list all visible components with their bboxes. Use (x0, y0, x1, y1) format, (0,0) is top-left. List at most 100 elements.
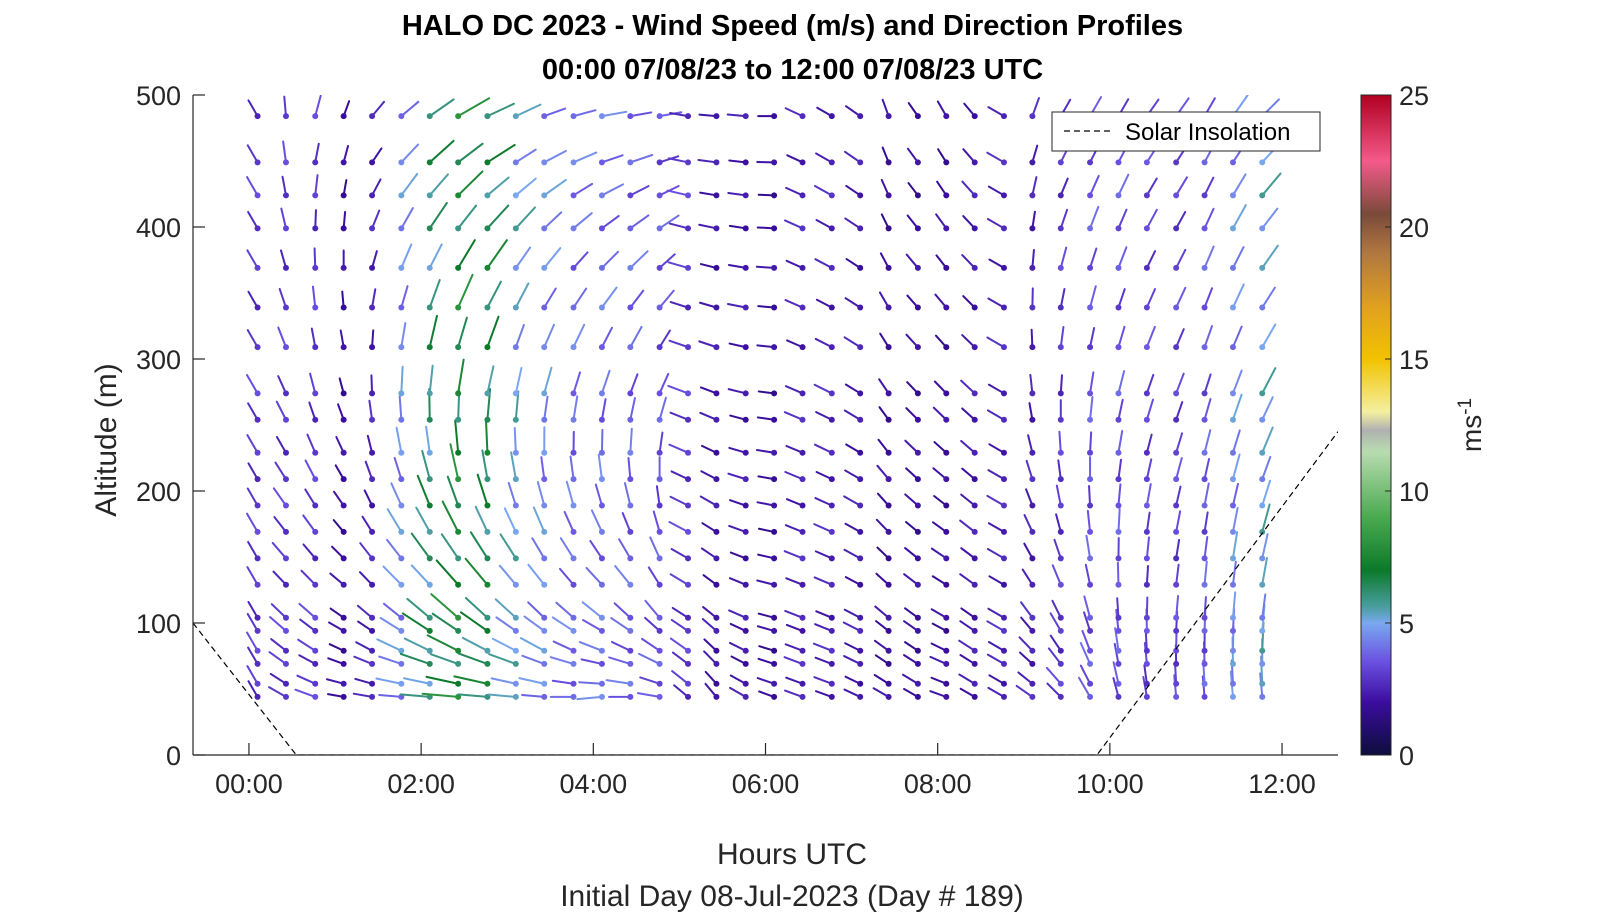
wind-barb-shaft (466, 598, 488, 618)
wind-barb-point (915, 265, 921, 271)
wind-barb-shaft (430, 141, 454, 162)
wind-barb-point (657, 555, 663, 561)
wind-barb-point (599, 476, 605, 482)
wind-barb-point (369, 628, 375, 634)
wind-barb-point (599, 417, 605, 423)
wind-barb-shaft (1147, 289, 1155, 308)
wind-barb-point (972, 390, 978, 396)
wind-barb-point (341, 305, 347, 311)
wind-barb-point (513, 615, 519, 621)
wind-barb-shaft (1233, 430, 1240, 452)
wind-barb-point (1001, 390, 1007, 396)
wind-barb-point (685, 503, 691, 509)
wind-barb-shaft (1233, 284, 1244, 307)
wind-barb-point (1259, 661, 1265, 667)
wind-barb-point (915, 476, 921, 482)
wind-barb-point (829, 265, 835, 271)
wind-barb-point (571, 694, 577, 700)
wind-barb-point (427, 390, 433, 396)
wind-barb-point (1173, 628, 1179, 634)
wind-barb-point (857, 628, 863, 634)
wind-barb-point (484, 192, 490, 198)
wind-barb-point (255, 529, 261, 535)
wind-barb-point (657, 390, 663, 396)
wind-barb-point (829, 192, 835, 198)
wind-barb-point (943, 159, 949, 165)
wind-barb-shaft (522, 695, 544, 697)
wind-barb-point (657, 648, 663, 654)
wind-barb-point (1058, 225, 1064, 231)
wind-barb-point (541, 694, 547, 700)
wind-barb-shaft (640, 677, 659, 683)
wind-barb-shaft (458, 360, 463, 394)
wind-barb-shaft (487, 206, 508, 229)
wind-barb-point (972, 305, 978, 311)
wind-barb-point (312, 503, 318, 509)
wind-barb-point (743, 305, 749, 311)
wind-barb-point (943, 529, 949, 535)
wind-barb-point (972, 648, 978, 654)
wind-barb-point (255, 582, 261, 588)
wind-barb-shaft (607, 680, 631, 684)
wind-barb-point (341, 265, 347, 271)
wind-barb-point (1202, 555, 1208, 561)
wind-barb-shaft (649, 567, 660, 584)
wind-barb-point (1058, 529, 1064, 535)
wind-barb-shaft (544, 180, 566, 195)
wind-barb-shaft (401, 145, 418, 163)
wind-barb-point (915, 344, 921, 350)
wind-barb-point (571, 344, 577, 350)
wind-barb-point (1230, 159, 1236, 165)
wind-barb-point (541, 225, 547, 231)
wind-barb-point (657, 344, 663, 350)
wind-barb-point (1001, 661, 1007, 667)
wind-barb-point (857, 450, 863, 456)
wind-barb-shaft (1205, 484, 1209, 506)
wind-barb-point (857, 694, 863, 700)
y-tick-label: 200 (136, 477, 181, 507)
wind-barb-point (1087, 661, 1093, 667)
wind-barb-shaft (571, 457, 574, 480)
wind-barb-shaft (1262, 174, 1280, 196)
wind-barb-point (972, 615, 978, 621)
wind-barb-point (1058, 450, 1064, 456)
wind-barb-point (943, 265, 949, 271)
wind-barb-point (484, 661, 490, 667)
wind-barb-point (1259, 390, 1265, 396)
wind-barb-shaft (623, 513, 631, 532)
wind-barb-point (1087, 417, 1093, 423)
wind-barb-point (398, 390, 404, 396)
wind-barb-shaft (522, 656, 544, 664)
wind-barb-point (627, 661, 633, 667)
wind-barb-point (771, 225, 777, 231)
wind-barb-point (541, 344, 547, 350)
wind-barb-point (427, 529, 433, 535)
wind-barb-shaft (1176, 511, 1180, 532)
wind-barb-point (829, 555, 835, 561)
wind-barb-shaft (1086, 565, 1090, 585)
wind-barb-point (829, 113, 835, 119)
wind-barb-point (972, 582, 978, 588)
wind-barb-point (886, 265, 892, 271)
wind-barb-point (713, 681, 719, 687)
wind-barb-point (743, 344, 749, 350)
wind-barb-point (283, 417, 289, 423)
wind-barb-shaft (430, 366, 433, 394)
wind-barb-shaft (501, 534, 516, 558)
wind-barb-point (1029, 344, 1035, 350)
wind-barb-point (800, 159, 806, 165)
wind-barb-point (743, 628, 749, 634)
wind-barb-point (627, 628, 633, 634)
wind-barb-shaft (574, 289, 587, 308)
wind-barb-shaft (299, 604, 315, 618)
wind-barb-point (657, 582, 663, 588)
wind-barb-shaft (377, 639, 401, 650)
wind-barb-point (1001, 694, 1007, 700)
wind-barb-shaft (1205, 597, 1206, 618)
wind-barb-point (857, 192, 863, 198)
wind-barb-point (800, 113, 806, 119)
wind-barb-point (972, 225, 978, 231)
wind-barb-shaft (395, 458, 402, 479)
wind-barb-point (283, 476, 289, 482)
wind-barb-point (1144, 344, 1150, 350)
